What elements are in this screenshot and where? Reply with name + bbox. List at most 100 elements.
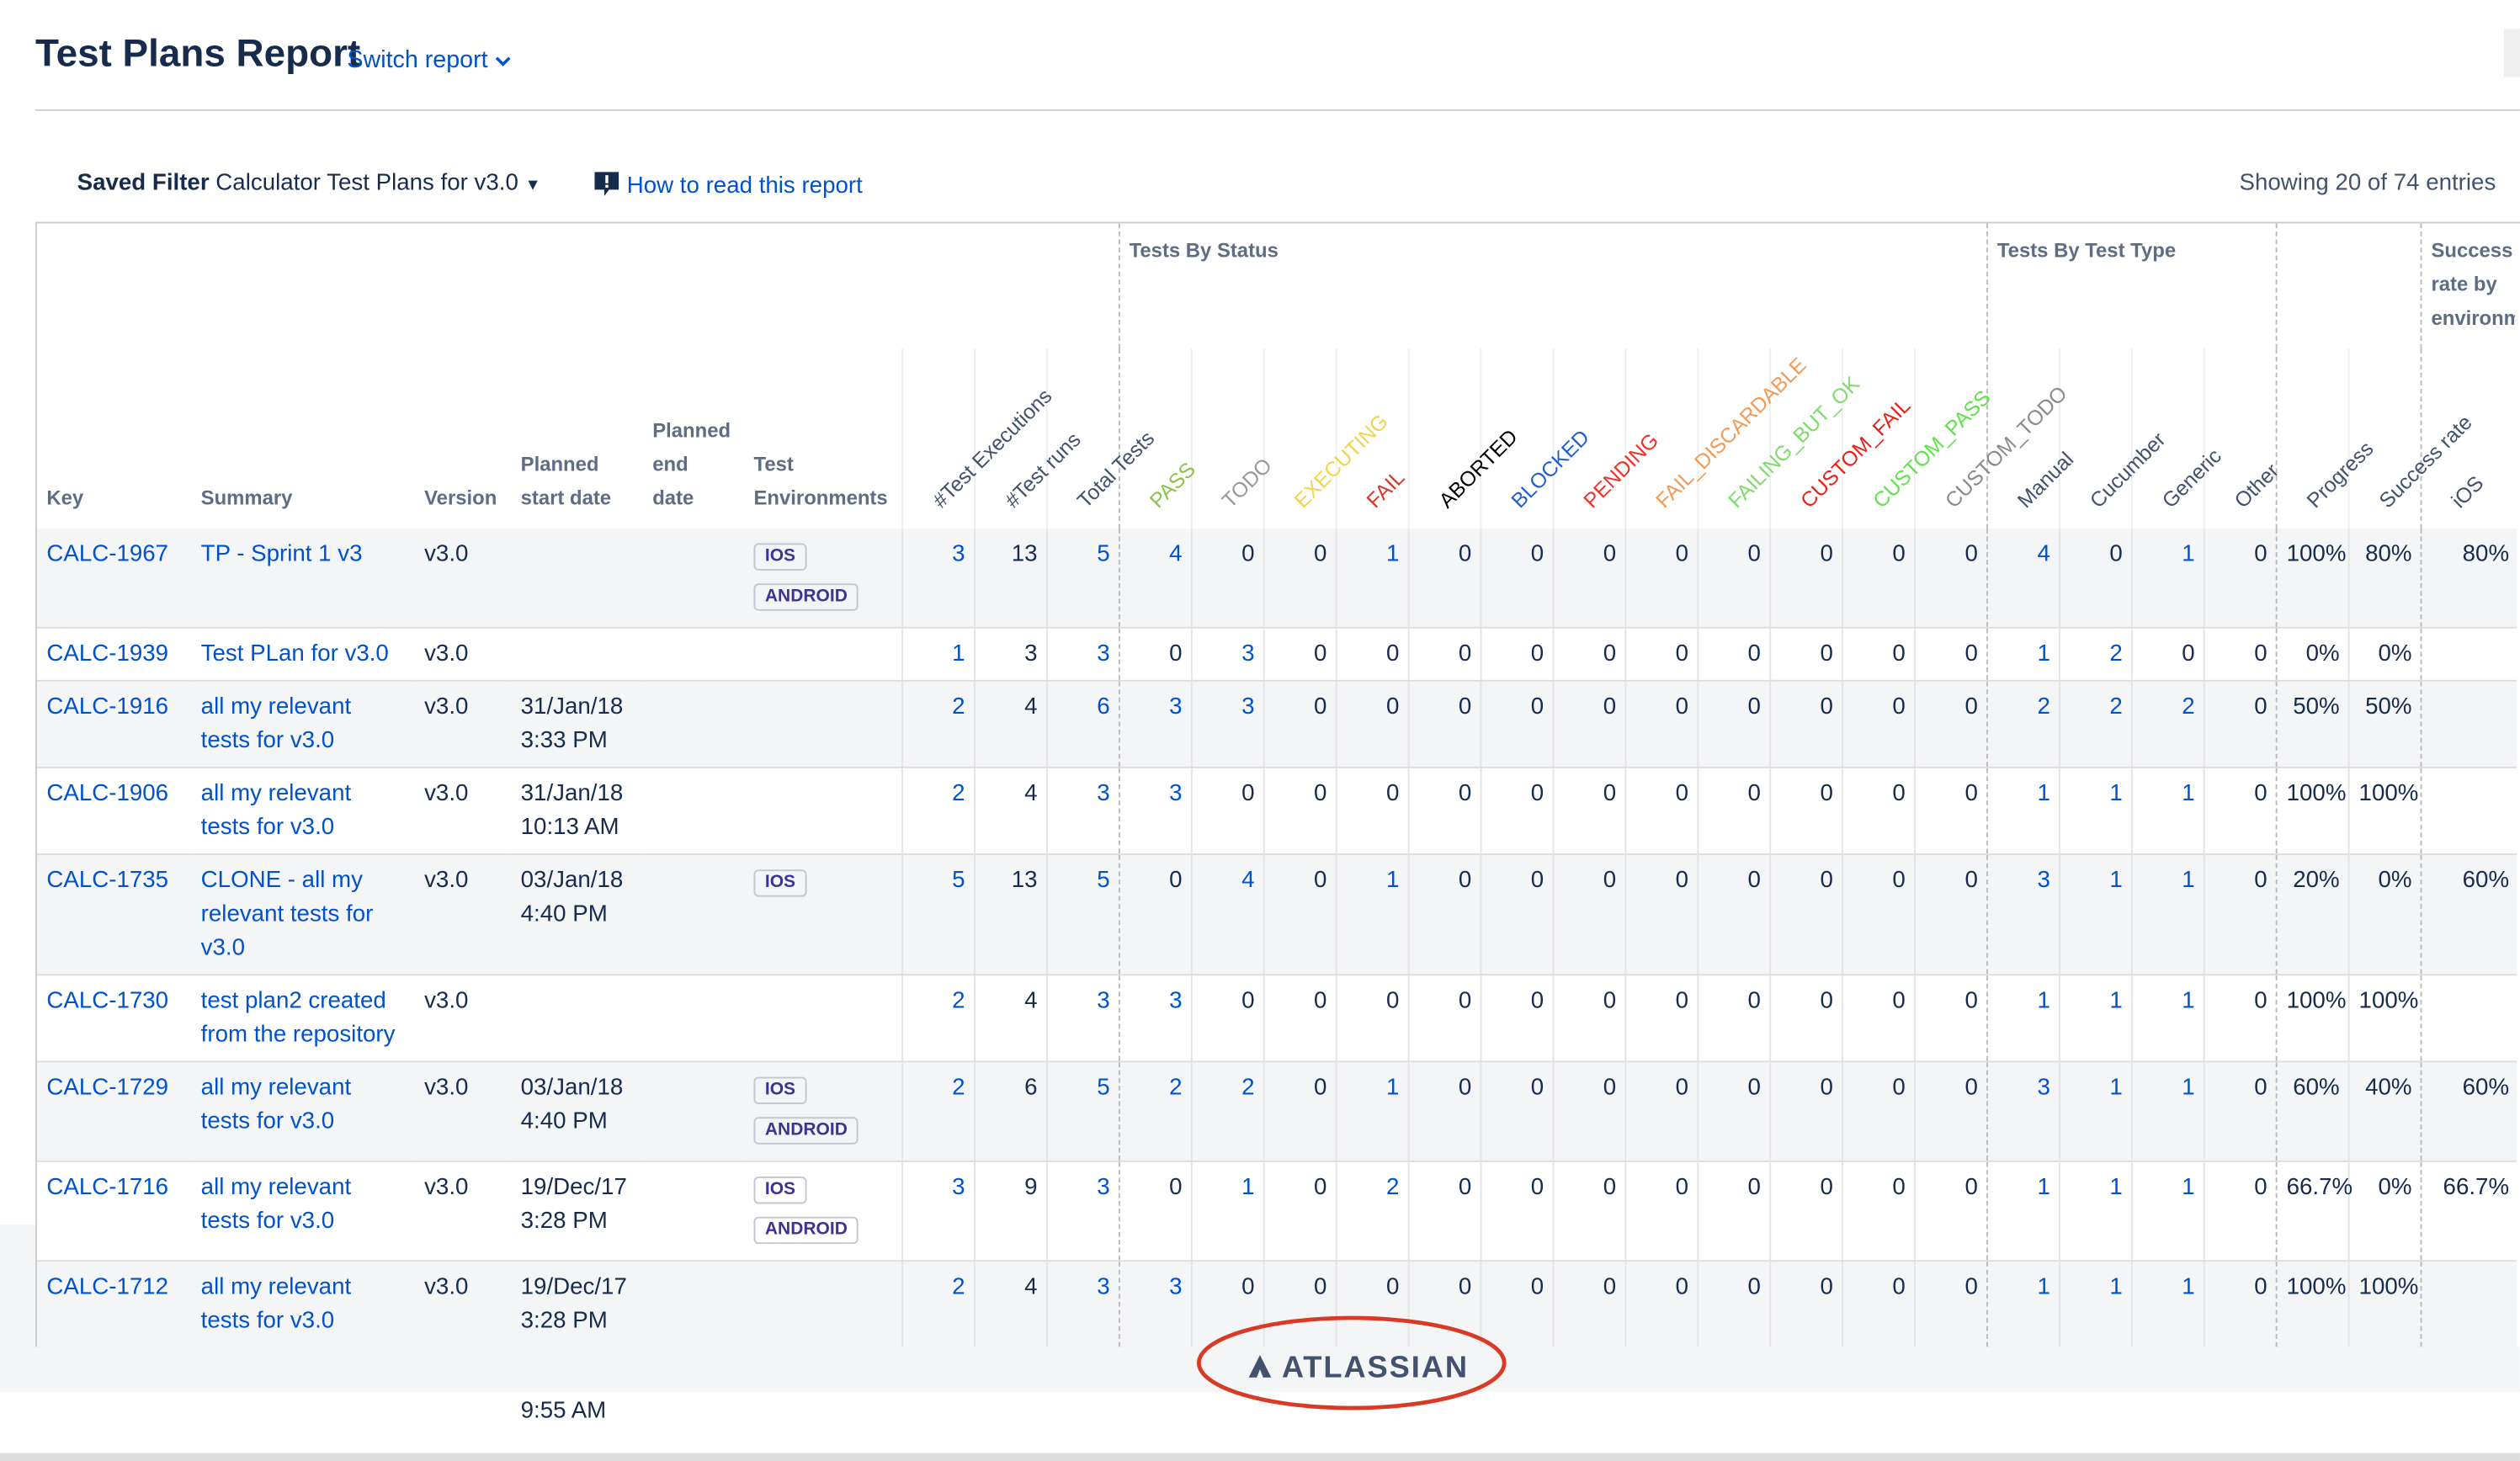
cell-value[interactable]: 6: [1045, 680, 1119, 768]
end-date: [642, 975, 745, 1063]
cell-value[interactable]: 2: [901, 767, 975, 856]
brand: ATLASSIAN: [1247, 1352, 1469, 1387]
summary[interactable]: all my relevant tests for v3.0: [191, 1261, 415, 1349]
cell-value[interactable]: 1: [2130, 529, 2204, 629]
chevron: [495, 56, 510, 66]
cell-value[interactable]: 1: [2058, 767, 2132, 856]
cell-value[interactable]: 1: [1986, 627, 2060, 682]
cell-value[interactable]: 4: [1118, 529, 1192, 629]
cell-value[interactable]: 3: [1045, 627, 1119, 682]
cell-value[interactable]: 2: [901, 975, 975, 1063]
cell-value: 66.7%: [2420, 1161, 2517, 1262]
cell-value[interactable]: 3: [1986, 1061, 2060, 1162]
summary[interactable]: Test PLan for v3.0: [191, 627, 415, 682]
cell-value[interactable]: 1: [1334, 529, 1408, 629]
group-label: Tests By Status: [1129, 239, 1279, 263]
summary[interactable]: TP - Sprint 1 v3: [191, 529, 415, 629]
cell-value[interactable]: 4: [1986, 529, 2060, 629]
cell-value[interactable]: 1: [1334, 854, 1408, 976]
switch-report-label[interactable]: Switch report: [347, 46, 488, 74]
issue-key[interactable]: CALC-1939: [36, 627, 192, 682]
cell-value[interactable]: 1: [2058, 975, 2132, 1063]
cell-value[interactable]: 2: [901, 1261, 975, 1349]
cell-value[interactable]: 3: [1045, 1261, 1119, 1349]
cell-value[interactable]: 3: [901, 529, 975, 629]
cell-value: 0: [1479, 854, 1553, 976]
cell-value[interactable]: 1: [2130, 975, 2204, 1063]
cell-value[interactable]: 3: [1118, 767, 1192, 856]
cell-value[interactable]: 2: [2130, 680, 2204, 768]
cell-value[interactable]: 2: [901, 1061, 975, 1162]
issue-key[interactable]: CALC-1906: [36, 767, 192, 856]
cell-value[interactable]: 1: [2058, 1061, 2132, 1162]
filter-name[interactable]: Calculator Test Plans for v3.0: [215, 170, 518, 196]
cell-value: 0: [1913, 1261, 1987, 1349]
cell-value: 0: [1190, 1261, 1264, 1349]
corner-button[interactable]: [2503, 29, 2520, 77]
issue-key[interactable]: CALC-1712: [36, 1261, 192, 1349]
cell-value: 0: [1406, 854, 1481, 976]
cell-value[interactable]: 3: [1045, 975, 1119, 1063]
cell-value: 13: [973, 854, 1047, 976]
cell-value[interactable]: 1: [2130, 1061, 2204, 1162]
cell-value[interactable]: 1: [1190, 1161, 1264, 1262]
issue-key[interactable]: CALC-1967: [36, 529, 192, 629]
cell-value[interactable]: 1: [1334, 1061, 1408, 1162]
cell-value[interactable]: 1: [901, 627, 975, 682]
cell-value[interactable]: 2: [2058, 627, 2132, 682]
cell-value[interactable]: 3: [1118, 975, 1192, 1063]
cell-value: 0: [1479, 1261, 1553, 1349]
cell-value[interactable]: 3: [1118, 1261, 1192, 1349]
cell-value[interactable]: 3: [1986, 854, 2060, 976]
switch-report[interactable]: Switch report: [347, 46, 510, 74]
cell-value[interactable]: 3: [1190, 680, 1264, 768]
cell-value[interactable]: 2: [901, 680, 975, 768]
cell-value[interactable]: 3: [1045, 767, 1119, 856]
cell-value: 0%: [2347, 854, 2422, 976]
cell-value: 0: [2203, 854, 2277, 976]
cell-value[interactable]: 5: [1045, 1061, 1119, 1162]
cell-value[interactable]: 1: [2058, 1261, 2132, 1349]
issue-key[interactable]: CALC-1730: [36, 975, 192, 1063]
cell-value[interactable]: 3: [1045, 1161, 1119, 1262]
summary[interactable]: all my relevant tests for v3.0: [191, 1061, 415, 1162]
summary[interactable]: all my relevant tests for v3.0: [191, 1161, 415, 1262]
cell-value[interactable]: 1: [1986, 767, 2060, 856]
cell-value[interactable]: 3: [1190, 627, 1264, 682]
cell-value[interactable]: 5: [1045, 529, 1119, 629]
summary[interactable]: test plan2 created from the repository: [191, 975, 415, 1063]
cell-value[interactable]: 4: [1190, 854, 1264, 976]
issue-key[interactable]: CALC-1716: [36, 1161, 192, 1262]
cell-value[interactable]: 5: [901, 854, 975, 976]
issue-key[interactable]: CALC-1729: [36, 1061, 192, 1162]
cell-value[interactable]: 1: [2058, 1161, 2132, 1262]
cell-value[interactable]: 3: [1118, 680, 1192, 768]
cell-value: 20%: [2275, 854, 2349, 976]
cell-value[interactable]: 1: [2130, 767, 2204, 856]
cell-value[interactable]: 1: [2130, 1261, 2204, 1349]
summary[interactable]: all my relevant tests for v3.0: [191, 680, 415, 768]
cell-value[interactable]: 1: [2130, 854, 2204, 976]
column-header: Planned start date: [520, 453, 612, 510]
issue-key[interactable]: CALC-1735: [36, 854, 192, 976]
filter[interactable]: Saved Filter Calculator Test Plans for v…: [77, 170, 541, 196]
cell-value[interactable]: 1: [1986, 975, 2060, 1063]
issue-key[interactable]: CALC-1916: [36, 680, 192, 768]
help[interactable]: How to read this report: [593, 170, 863, 199]
cell-value[interactable]: 2: [1118, 1061, 1192, 1162]
cell-value[interactable]: 5: [1045, 854, 1119, 976]
cell-value[interactable]: 3: [901, 1161, 975, 1262]
table-row: CALC-1967 TP - Sprint 1 v3 v3.0 IOS ANDROID 3…: [36, 529, 2517, 629]
cell-value: 0: [1624, 680, 1698, 768]
cell-value[interactable]: 1: [1986, 1261, 2060, 1349]
summary[interactable]: CLONE - all my relevant tests for v3.0: [191, 854, 415, 976]
cell-value[interactable]: 2: [1334, 1161, 1408, 1262]
summary[interactable]: all my relevant tests for v3.0: [191, 767, 415, 856]
cell-value[interactable]: 1: [1986, 1161, 2060, 1262]
cell-value[interactable]: 2: [1986, 680, 2060, 768]
cell-value[interactable]: 1: [2130, 1161, 2204, 1262]
cell-value[interactable]: 2: [2058, 680, 2132, 768]
help-link[interactable]: How to read this report: [626, 173, 863, 199]
cell-value[interactable]: 1: [2058, 854, 2132, 976]
cell-value[interactable]: 2: [1190, 1061, 1264, 1162]
